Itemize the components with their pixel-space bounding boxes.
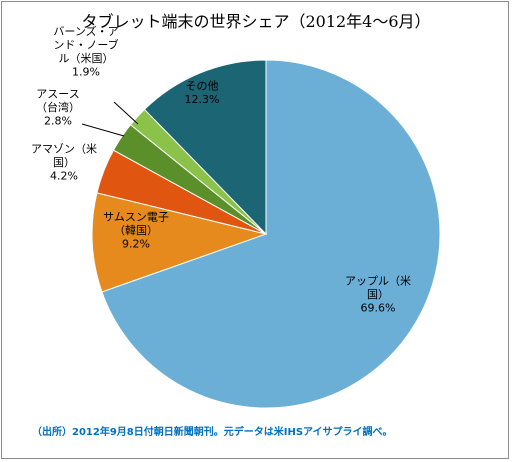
data-label-asus: アスース（台湾） 2.8% xyxy=(36,88,80,128)
pie-slice-other xyxy=(143,59,267,236)
source-note: （出所）2012年9月8日付朝日新聞朝刊。元データは米IHSアイサプライ調べ。 xyxy=(32,427,393,438)
pie-slice-apple xyxy=(101,59,441,409)
leader-line-barnes-noble xyxy=(113,101,139,125)
chart-title: タブレット端末の世界シェア（2012年4〜6月） xyxy=(81,12,431,31)
data-label-barnes-noble: バーンズ・アンド・ノーブル（米国） 1.9% xyxy=(53,24,118,79)
leader-line-asus xyxy=(81,123,125,137)
data-label-amazon: アマゾン（米国） 4.2% xyxy=(31,143,97,183)
data-label-samsung: サムスン電子（韓国） 9.2% xyxy=(103,211,169,251)
data-label-other: その他 12.3% xyxy=(185,79,220,106)
pie-slice-samsung xyxy=(91,192,268,293)
data-label-apple: アップル（米国） 69.6% xyxy=(345,275,411,315)
